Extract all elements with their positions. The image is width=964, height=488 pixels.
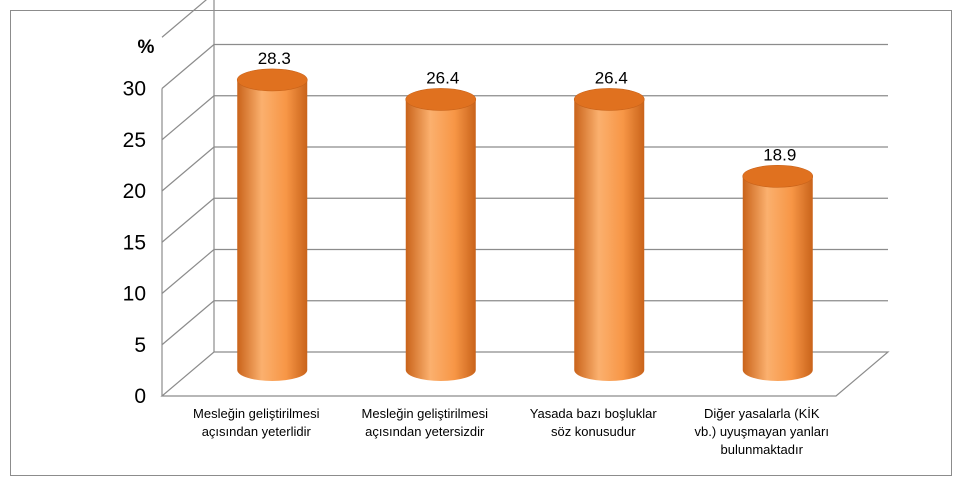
side-gridline xyxy=(161,0,207,38)
y-tick-label: 15 xyxy=(123,231,146,254)
y-tick-label: 30 xyxy=(123,78,146,101)
y-tick-label: 20 xyxy=(123,180,146,203)
data-labels: 28.3 26.4 26.4 18.9 xyxy=(258,49,797,164)
y-axis: 0 5 10 15 20 25 30 xyxy=(123,78,163,408)
side-gridline xyxy=(161,95,215,141)
category-label: vb.) uyuşmayan yanları xyxy=(695,424,829,439)
y-axis-unit-label: % xyxy=(138,37,155,58)
category-labels: Mesleğin geliştirilmesi açısından yeterli… xyxy=(193,406,829,457)
bar-top xyxy=(573,88,645,111)
y-tick-label: 10 xyxy=(123,283,146,306)
category-label: açısından yeterlidir xyxy=(202,424,312,439)
category-label: açısından yetersizdir xyxy=(365,424,485,439)
category-label: Yasada bazı boşluklar xyxy=(530,406,658,421)
bars xyxy=(236,68,814,382)
chart-floor xyxy=(160,351,890,397)
bar xyxy=(573,88,645,382)
category-label: söz konusudur xyxy=(551,424,636,439)
bar-top xyxy=(742,164,814,188)
side-gridline xyxy=(161,197,215,243)
bar-body xyxy=(742,176,813,381)
side-gridline xyxy=(161,44,215,89)
bar-top xyxy=(236,68,308,92)
bar-top xyxy=(405,88,477,111)
category-label: bulunmaktadır xyxy=(721,442,804,457)
bar xyxy=(236,68,308,381)
data-label: 26.4 xyxy=(595,68,628,87)
bar-body xyxy=(574,99,645,382)
side-gridline xyxy=(161,249,215,294)
bar-body xyxy=(237,79,308,381)
bar xyxy=(405,88,477,382)
category-label: Mesleğin geliştirilmesi xyxy=(193,406,320,421)
y-tick-label: 25 xyxy=(123,129,146,152)
y-tick-label: 5 xyxy=(134,334,146,357)
data-label: 18.9 xyxy=(763,145,796,164)
side-gridline xyxy=(161,146,215,192)
bar xyxy=(742,164,814,381)
category-label: Mesleğin geliştirilmesi xyxy=(362,406,489,421)
category-label: Diğer yasalarla (KİK xyxy=(704,406,820,421)
y-tick-label: 0 xyxy=(134,385,146,408)
bar-body xyxy=(405,99,476,382)
data-label: 28.3 xyxy=(258,49,291,68)
data-label: 26.4 xyxy=(426,68,459,87)
side-gridline xyxy=(161,300,215,346)
